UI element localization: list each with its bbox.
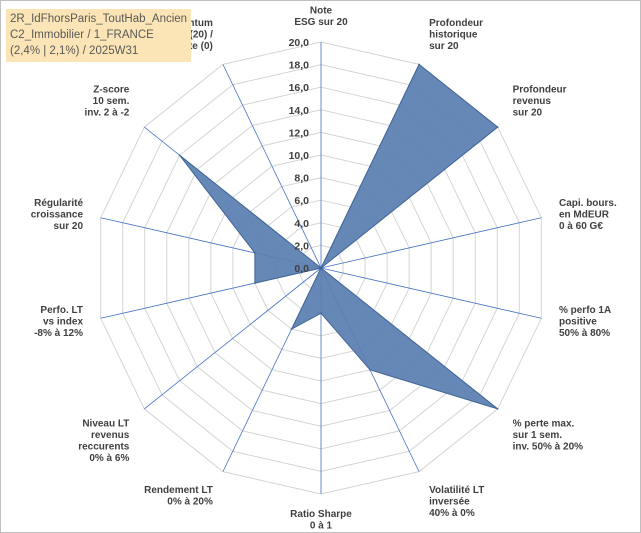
- category-label-10-line-1: vs index: [43, 316, 83, 327]
- category-label-0-line-0: Note: [310, 6, 333, 17]
- spoke-4: [320, 267, 542, 319]
- category-label-3: Capi. bours. en MdEUR 0 à 60 G€: [559, 198, 617, 232]
- label-layer: Note ESG sur 20 Profondeur historique sur 20…: [31, 6, 617, 532]
- category-label-0-line-1: ESG sur 20: [294, 17, 348, 28]
- category-label-5-line-0: % perte max.: [513, 419, 575, 430]
- category-label-7: Ratio Sharpe 0 à 1: [290, 509, 352, 532]
- category-label-12-line-2: inv. 2 à -2: [85, 107, 130, 118]
- category-label-2: Profondeur revenus sur 20: [513, 84, 567, 118]
- data-point-11: [254, 252, 256, 254]
- category-label-2-line-0: Profondeur: [513, 84, 567, 95]
- data-point-13: [320, 267, 322, 269]
- category-label-12-line-0: Z-score: [93, 84, 130, 95]
- category-label-11: Régularité croissance sur 20: [31, 198, 84, 232]
- category-label-7-line-1: 0 à 1: [310, 521, 333, 532]
- category-label-11-line-1: croissance: [31, 210, 84, 221]
- category-label-10-line-0: Perfo. LT: [40, 305, 83, 316]
- tick-label-2: 4,0: [294, 218, 309, 230]
- series-area-0: [179, 63, 499, 410]
- data-point-7: [320, 312, 322, 315]
- category-label-9-line-2: reccurents: [78, 442, 130, 453]
- tick-label-8: 16,0: [289, 82, 310, 94]
- category-label-1: Profondeur historique sur 20: [429, 18, 483, 52]
- category-label-2-line-2: sur 20: [513, 107, 543, 118]
- data-point-1: [418, 63, 420, 66]
- category-label-3-line-2: 0 à 60 G€: [559, 221, 603, 232]
- category-label-4-line-2: 50% à 80%: [559, 328, 610, 339]
- data-point-8: [290, 328, 293, 330]
- category-label-6: Volatilité LT inversée 40% à 0%: [429, 485, 484, 519]
- category-label-5-line-1: sur 1 sem.: [513, 430, 563, 441]
- category-label-11-line-2: sur 20: [54, 221, 84, 232]
- title-line-2: C2_Immobilier / 1_FRANCE: [10, 29, 154, 41]
- category-label-3-line-0: Capi. bours.: [559, 198, 617, 209]
- spoke-9: [144, 267, 322, 410]
- category-label-10: Perfo. LT vs index -8% à 12%: [34, 305, 83, 339]
- category-label-0: Note ESG sur 20: [294, 6, 348, 29]
- data-point-2: [496, 126, 499, 128]
- title-line-1: 2R_IdFhorsParis_ToutHab_Ancien: [10, 13, 188, 25]
- category-label-9-line-0: Niveau LT: [82, 419, 129, 430]
- category-label-9-line-3: 0% à 6%: [89, 453, 129, 464]
- category-label-1-line-0: Profondeur: [429, 18, 483, 29]
- tick-layer: 0,0 2,0 4,0 6,0 8,0 10,0 12,0 14,0 16,0 18,0 20,0: [289, 37, 310, 275]
- data-point-10: [254, 282, 256, 284]
- category-label-5: % perte max. sur 1 sem. inv. 50% à 20%: [513, 419, 584, 453]
- spoke-13: [222, 64, 322, 269]
- title-line-3: (2,4% | 2,1%) / 2025W31: [10, 45, 139, 57]
- category-label-10-line-2: -8% à 12%: [34, 328, 83, 339]
- chart-title-box: 2R_IdFhorsParis_ToutHab_Ancien C2_Immobi…: [6, 9, 192, 62]
- category-label-1-line-1: historique: [429, 29, 478, 40]
- category-label-4-line-0: % perfo 1A: [559, 305, 611, 316]
- tick-label-9: 18,0: [289, 60, 310, 72]
- tick-label-4: 8,0: [294, 173, 309, 185]
- category-label-4: % perfo 1A positive 50% à 80%: [559, 305, 611, 339]
- category-label-1-line-2: sur 20: [429, 41, 459, 52]
- tick-label-5: 10,0: [289, 150, 310, 162]
- data-point-6: [369, 369, 371, 371]
- category-label-5-line-2: inv. 50% à 20%: [513, 442, 584, 453]
- category-label-6-line-2: 40% à 0%: [429, 508, 475, 519]
- spoke-3: [320, 217, 542, 269]
- series-layer: [178, 63, 499, 410]
- tick-label-1: 2,0: [294, 240, 309, 252]
- category-label-8-line-1: 0% à 20%: [167, 497, 213, 508]
- tick-label-6: 12,0: [289, 127, 310, 139]
- category-label-11-line-0: Régularité: [34, 198, 83, 209]
- category-label-6-line-0: Volatilité LT: [429, 485, 484, 496]
- tick-label-10: 20,0: [289, 37, 310, 49]
- tick-label-3: 6,0: [294, 195, 309, 207]
- category-label-8: Rendement LT 0% à 20%: [144, 485, 213, 508]
- category-label-9-line-1: revenus: [91, 430, 130, 441]
- tick-label-7: 14,0: [289, 105, 310, 117]
- category-label-8-line-0: Rendement LT: [144, 485, 213, 496]
- category-label-6-line-1: inversée: [429, 497, 470, 508]
- category-label-9: Niveau LT revenus reccurents 0% à 6%: [78, 419, 130, 465]
- category-label-13-line-2: Vente (0): [171, 41, 213, 52]
- category-label-7-line-0: Ratio Sharpe: [290, 509, 352, 520]
- category-label-3-line-1: en MdEUR: [559, 210, 610, 221]
- tick-label-0: 0,0: [294, 263, 309, 275]
- category-label-4-line-1: positive: [559, 316, 597, 327]
- category-label-12-line-1: 10 sem.: [93, 96, 130, 107]
- data-point-12: [178, 154, 181, 157]
- category-label-12: Z-score 10 sem. inv. 2 à -2: [85, 84, 130, 118]
- data-point-5: [496, 408, 499, 410]
- category-label-2-line-1: revenus: [513, 96, 552, 107]
